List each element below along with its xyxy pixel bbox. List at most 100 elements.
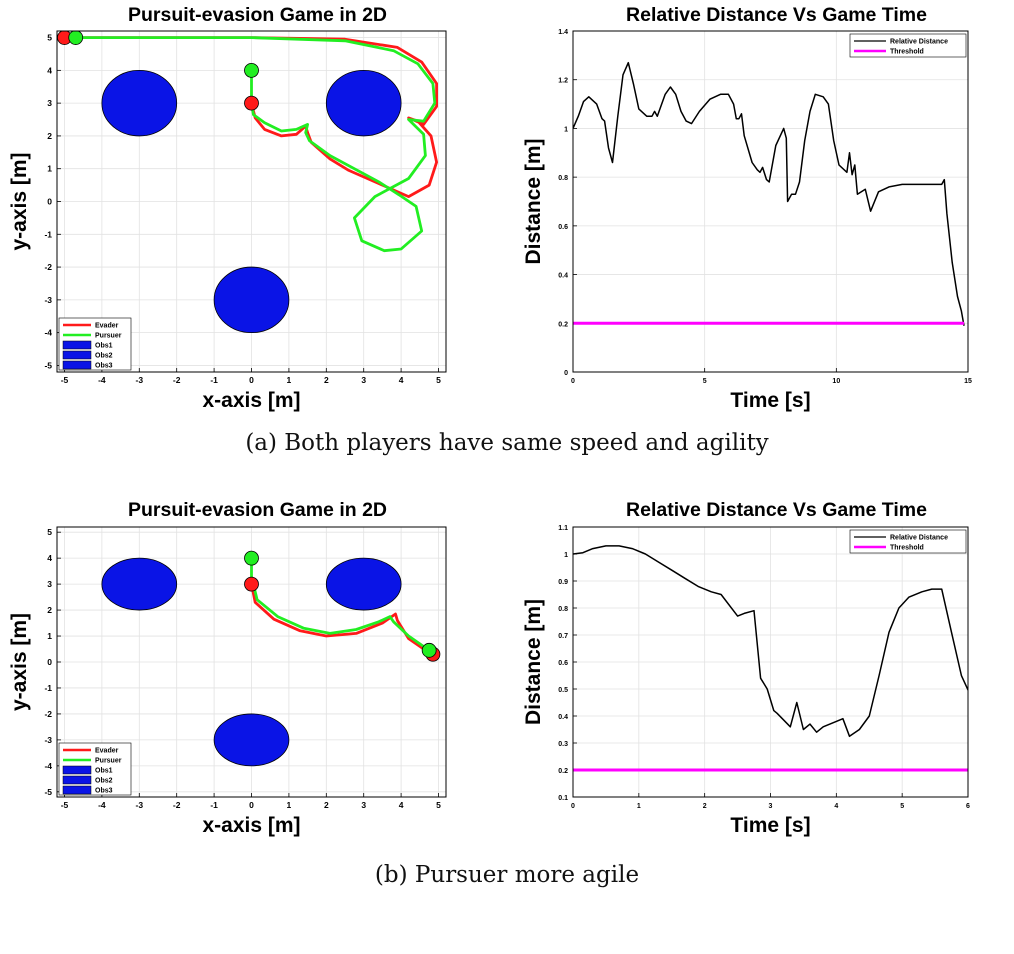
x-tick-label: -3 [136,800,144,810]
x-tick-label: 1 [287,375,292,385]
y-tick-label: 4 [47,65,52,75]
marker-evader-start [244,95,259,111]
legend-label: Evader [95,323,119,330]
y-tick-label: 0.2 [558,768,568,775]
x-tick-label: 3 [361,800,366,810]
x-tick-label: 2 [324,375,329,385]
obstacle-obs3 [213,266,290,334]
y-tick-label: -1 [44,229,52,239]
series-pursuer [250,558,430,652]
y-tick-label: 3 [47,579,52,589]
y-tick-label: 1 [47,164,52,174]
obstacle-obs1 [101,69,178,137]
x-tick-label: 4 [399,800,404,810]
x-tick-label: -3 [136,375,144,385]
caption-a: (a) Both players have same speed and agi… [245,430,769,456]
y-tick-label: -4 [44,761,52,771]
x-axis-label: x-axis [m] [202,389,300,412]
legend-label: Obs1 [95,768,113,775]
x-tick-label: 5 [703,378,707,385]
y-tick-label: 0.8 [558,606,568,613]
legend-swatch-obs1 [62,765,92,775]
plot-area [573,31,968,372]
obstacle-obs1 [101,557,178,611]
series-evader [64,36,438,198]
legend-label: Obs2 [95,353,113,360]
x-axis-label: Time [s] [730,389,810,412]
x-tick-label: 3 [769,803,773,810]
y-tick-label: -5 [44,360,52,370]
legend-label: Threshold [890,545,924,552]
legend-label: Pursuer [95,333,122,340]
x-tick-label: 5 [436,800,441,810]
legend-label: Relative Distance [890,39,948,46]
x-tick-label: 3 [361,375,366,385]
caption-b: (b) Pursuer more agile [374,862,640,888]
obstacle-obs2 [325,69,402,137]
y-tick-label: 0.6 [558,660,568,667]
series-relative-distance [573,61,965,326]
legend: Relative Distance Threshold [849,33,967,58]
x-tick-label: 1 [287,800,292,810]
y-tick-label: 0 [564,370,568,377]
legend: Relative Distance Threshold [849,529,967,554]
x-axis-label: Time [s] [730,814,810,837]
y-tick-label: 2 [47,605,52,615]
x-tick-label: -4 [98,800,106,810]
legend-label: Relative Distance [890,535,948,542]
y-tick-label: 0.4 [558,714,568,721]
legend-label: Obs1 [95,343,113,350]
y-tick-label: 0.2 [558,321,568,328]
x-tick-label: 4 [834,803,838,810]
y-tick-label: 2 [47,131,52,141]
x-tick-label: 2 [703,803,707,810]
x-tick-label: 4 [399,375,404,385]
x-tick-label: 6 [966,803,970,810]
obstacle-obs3 [213,713,290,767]
marker-evader-start [244,576,259,592]
marker-pursuer-end [68,31,84,45]
y-tick-label: 5 [47,527,52,537]
x-tick-label: -5 [61,800,69,810]
series-evader [250,583,434,656]
y-tick-label: 0.4 [558,273,568,280]
plot-content [101,550,441,767]
legend-swatch-obs1 [62,340,92,350]
x-tick-label: 0 [571,803,575,810]
chart-dist_a: 0 5 10 15 0 0.2 0.4 0.6 0.8 1 1.2 1.4 Relative Dista… [522,4,972,412]
y-tick-label: -3 [44,295,52,305]
chart-traj_a: -5 -4 -3 -2 -1 0 1 2 3 4 5 -5 -4 -3 -2 -1 0 1 2 3 4 5 Pursuit-… [8,4,447,412]
chart-title: Relative Distance Vs Game Time [626,4,927,26]
x-tick-label: -5 [61,375,69,385]
chart-title: Pursuit-evasion Game in 2D [128,4,387,26]
x-tick-label: 5 [900,803,904,810]
legend-label: Evader [95,748,119,755]
chart-title: Relative Distance Vs Game Time [626,499,927,521]
x-tick-label: 15 [964,378,972,385]
marker-pursuer-start [244,62,259,78]
x-axis-label: x-axis [m] [202,814,300,837]
y-tick-label: -3 [44,735,52,745]
y-axis-label: y-axis [m] [8,152,31,250]
plot-frame [56,30,447,373]
plot-frame [572,30,969,373]
series-relative-distance [573,545,968,738]
x-tick-label: 0 [249,800,254,810]
y-tick-label: 0.1 [558,795,568,802]
marker-pursuer-start [244,550,259,566]
y-tick-label: 1 [564,126,568,133]
y-tick-label: 0.3 [558,741,568,748]
x-tick-label: -1 [210,375,218,385]
legend-label: Obs3 [95,788,113,795]
chart-title: Pursuit-evasion Game in 2D [128,499,387,521]
legend-label: Obs3 [95,363,113,370]
marker-pursuer-end [421,642,437,658]
y-tick-label: 0.7 [558,633,568,640]
plot-content [573,61,965,326]
y-tick-label: 1.4 [558,29,568,36]
y-tick-label: 1.2 [558,78,568,85]
y-tick-label: 4 [47,553,52,563]
y-tick-label: 0.5 [558,687,568,694]
x-tick-label: -1 [210,800,218,810]
